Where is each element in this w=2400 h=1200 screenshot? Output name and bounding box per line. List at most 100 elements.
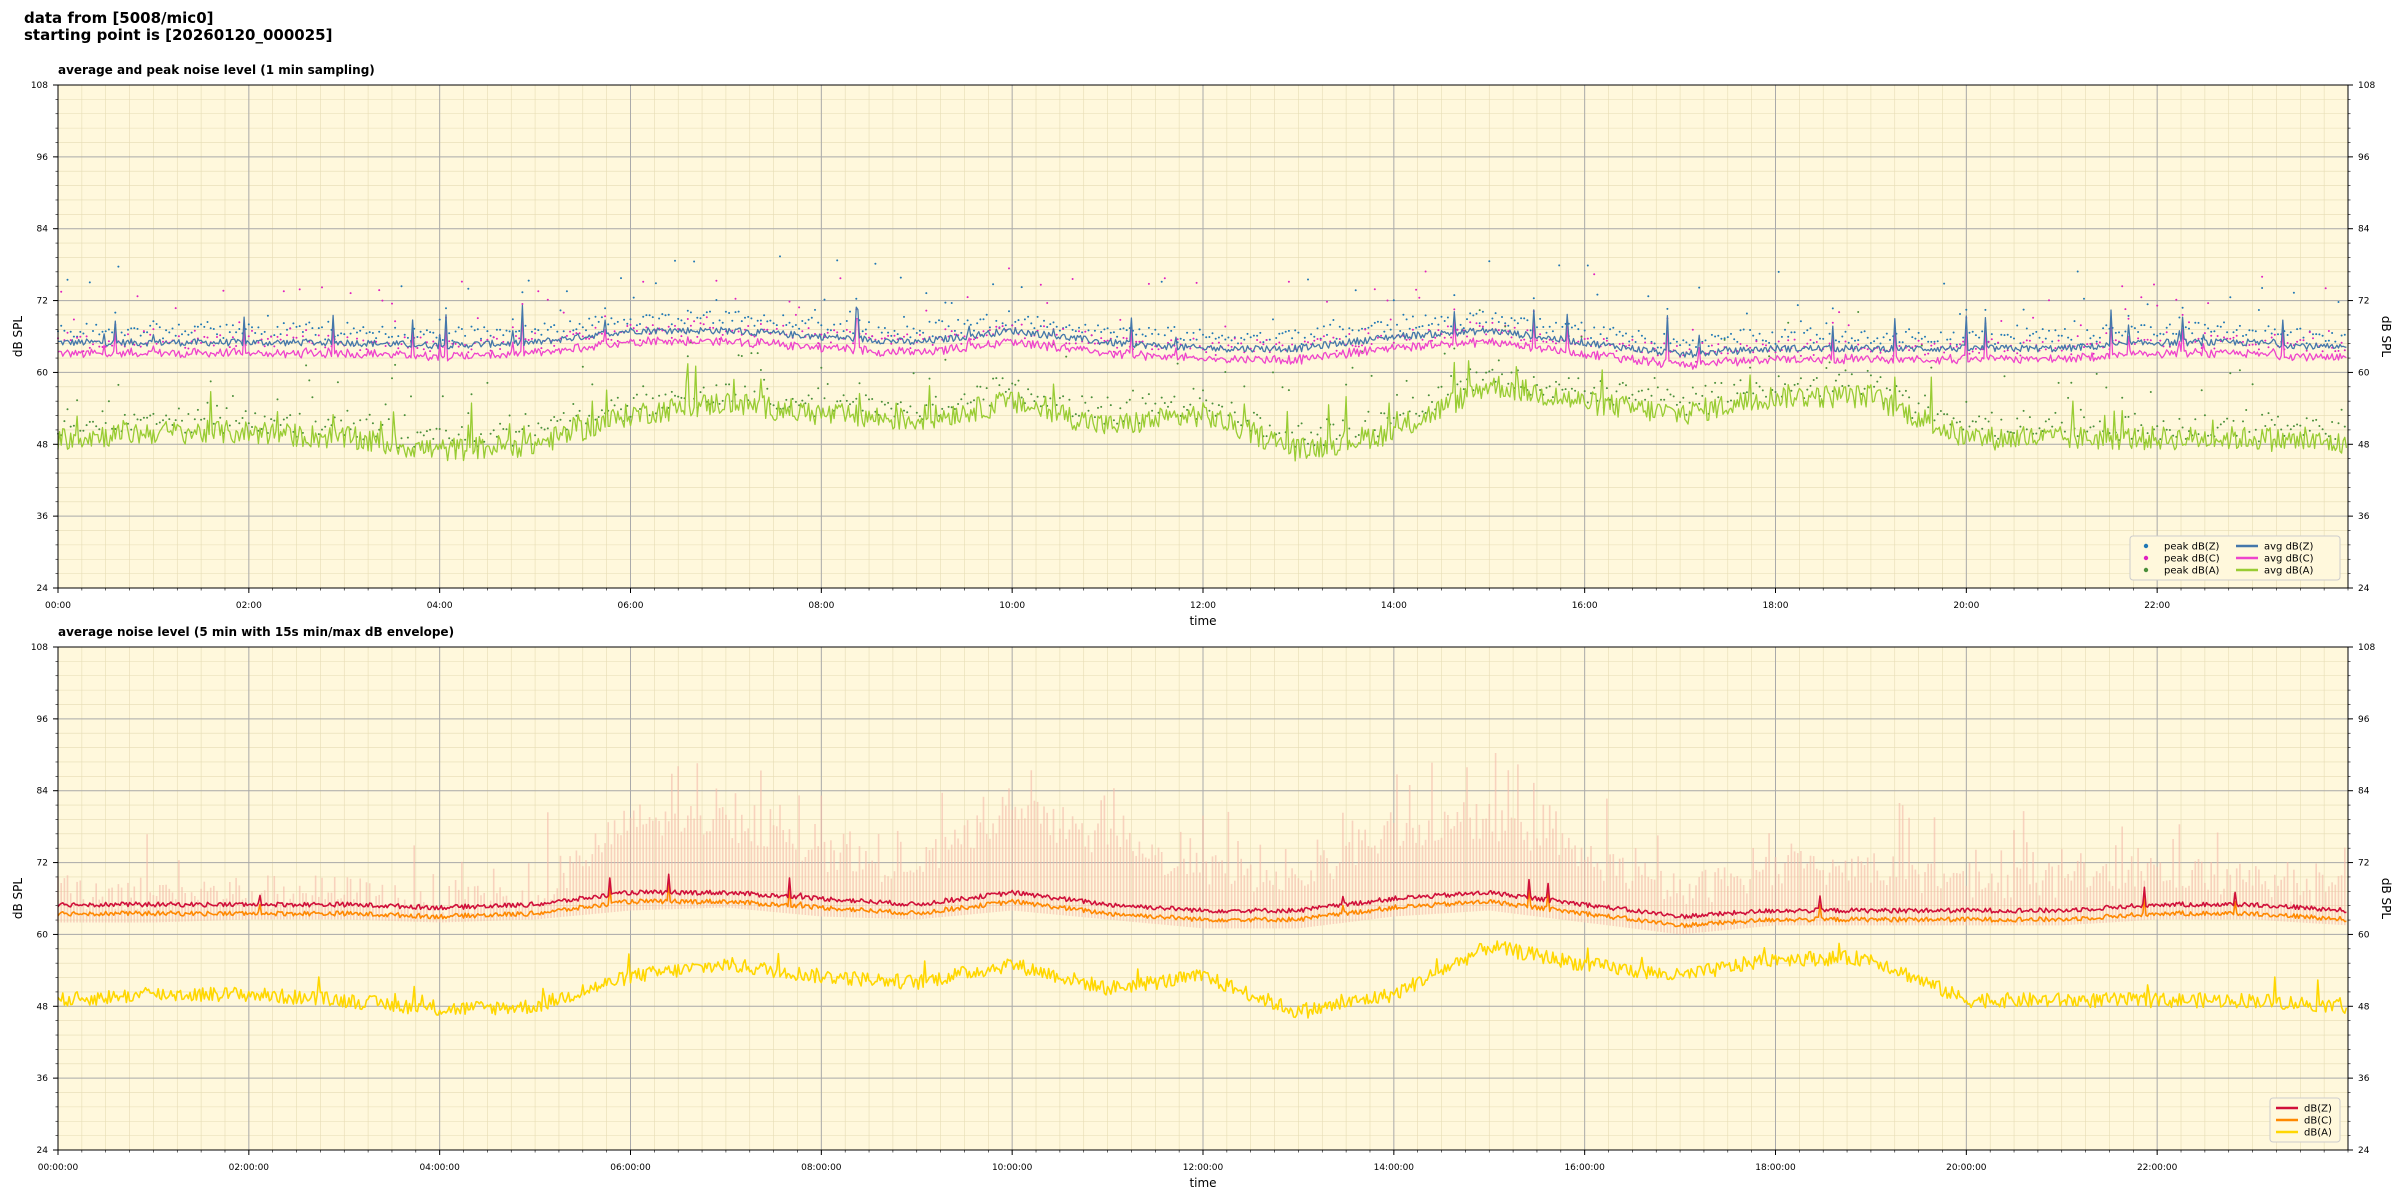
peak-dbz-point — [2121, 334, 2124, 337]
peak-dbz-point — [2194, 321, 2197, 324]
peak-dba-point — [1679, 401, 1682, 404]
peak-dba-point — [1081, 395, 1084, 398]
peak-dba-point — [155, 423, 158, 425]
peak-dbz-point — [200, 323, 203, 326]
peak-dbc-point — [292, 336, 295, 339]
peak-dbc-point — [626, 325, 629, 327]
peak-dbz-point — [155, 323, 158, 325]
peak-dbc-point — [607, 338, 610, 341]
peak-dba-point — [1147, 393, 1150, 396]
peak-dba-point — [953, 408, 956, 410]
peak-dbz-point — [2210, 330, 2213, 333]
peak-dba-point — [849, 403, 851, 406]
y-tick-label-right: 60 — [2358, 930, 2370, 940]
peak-dbc-point — [324, 346, 327, 349]
peak-dbc-point — [604, 315, 607, 318]
x-tick-label: 12:00 — [1190, 601, 1216, 611]
legend: peak dB(Z)peak dB(C)peak dB(A)avg dB(Z)a… — [2129, 535, 2341, 581]
peak-dbz-point — [356, 331, 358, 334]
peak-dbc-point — [1456, 328, 1459, 331]
peak-dbc-point — [1303, 340, 1306, 343]
peak-dbz-point — [1570, 326, 1573, 329]
peak-dbc-point — [1933, 342, 1936, 345]
peak-dbz-point — [2114, 331, 2117, 334]
peak-dbz-point — [2302, 336, 2305, 339]
peak-dbz-point — [1147, 326, 1150, 329]
peak-dbz-point — [136, 327, 139, 330]
peak-dbz-point — [982, 318, 985, 321]
peak-dbc-point — [1316, 338, 1319, 340]
peak-dbz-point — [578, 322, 581, 325]
peak-dba-point — [273, 419, 276, 422]
peak-dbc-point — [753, 335, 756, 338]
peak-dbz-point — [903, 315, 905, 318]
peak-dba-point — [200, 418, 203, 421]
peak-dba-point — [1768, 355, 1771, 358]
peak-dbz-point — [1189, 338, 1192, 341]
peak-dbc-point — [228, 346, 231, 349]
peak-dbz-point — [2270, 332, 2273, 335]
peak-dba-point — [973, 399, 975, 402]
peak-dbz-point — [530, 330, 533, 333]
peak-dba-point — [1739, 379, 1742, 382]
peak-dbc-point — [1828, 342, 1831, 345]
peak-dbc-point — [852, 342, 855, 345]
peak-dbc-point — [2168, 345, 2171, 348]
peak-dba-point — [1847, 384, 1850, 387]
peak-dbz-point — [1819, 337, 1821, 340]
peak-dbc-point — [1917, 339, 1920, 342]
peak-dbz-point — [2223, 321, 2225, 324]
peak-dba-point — [1497, 359, 1500, 362]
peak-dbz-point — [435, 336, 438, 339]
peak-dbz-point — [1068, 324, 1071, 327]
y-tick-label-right: 72 — [2358, 297, 2369, 307]
peak-dba-point — [1946, 413, 1949, 416]
peak-dbz-point — [174, 334, 177, 337]
peak-dbz-point — [1539, 317, 1542, 320]
peak-dba-point — [553, 416, 556, 418]
peak-dbz-point — [1389, 328, 1392, 331]
peak-dbz-point — [772, 322, 775, 325]
peak-dbz-point — [833, 323, 836, 326]
peak-dbz-point — [616, 320, 619, 323]
peak-dbz-point — [2130, 325, 2133, 328]
peak-dbz-point — [1405, 318, 1408, 321]
peak-dbz-point — [502, 334, 505, 337]
peak-dba-point — [419, 431, 422, 434]
peak-dbz-point — [2143, 324, 2146, 327]
peak-dbc-point — [1749, 346, 1752, 349]
peak-dbz-point — [1043, 319, 1045, 322]
peak-dbc-point — [2019, 354, 2022, 357]
peak-dba-point — [1030, 393, 1033, 396]
peak-dba-point — [254, 412, 257, 415]
peak-dba-point — [1720, 382, 1723, 384]
peak-dbz-point — [1857, 339, 1860, 342]
header-source: data from [5008/mic0] — [24, 9, 214, 27]
peak-dbc-point — [362, 339, 365, 342]
series-dba — [57, 940, 2348, 1019]
peak-dbz-point — [747, 315, 750, 318]
peak-dbz-point — [1154, 328, 1157, 331]
peak-dbc-point — [1065, 342, 1068, 345]
peak-dba-point — [750, 352, 753, 355]
peak-dba-point — [963, 393, 966, 396]
peak-dbz-point — [565, 290, 568, 293]
peak-dbz-point — [1793, 331, 1796, 334]
peak-dbz-point — [2003, 334, 2006, 337]
peak-dba-point — [1307, 442, 1309, 445]
peak-dba-point — [515, 430, 517, 433]
peak-dbz-point — [451, 339, 454, 342]
peak-dba-point — [104, 422, 107, 424]
peak-dbz-point — [2172, 332, 2175, 335]
peak-dbz-point — [1542, 326, 1545, 328]
peak-dbz-point — [2092, 334, 2095, 337]
peak-dbz-point — [2219, 325, 2222, 328]
peak-dbz-point — [2073, 320, 2076, 323]
peak-dbc-point — [1586, 337, 1589, 340]
peak-dba-point — [2149, 391, 2152, 393]
peak-dbc-point — [1418, 296, 1421, 299]
peak-dbc-point — [1357, 345, 1360, 348]
peak-dba-point — [2254, 428, 2257, 431]
peak-dba-point — [1119, 407, 1122, 410]
peak-dbz-point — [683, 322, 686, 325]
